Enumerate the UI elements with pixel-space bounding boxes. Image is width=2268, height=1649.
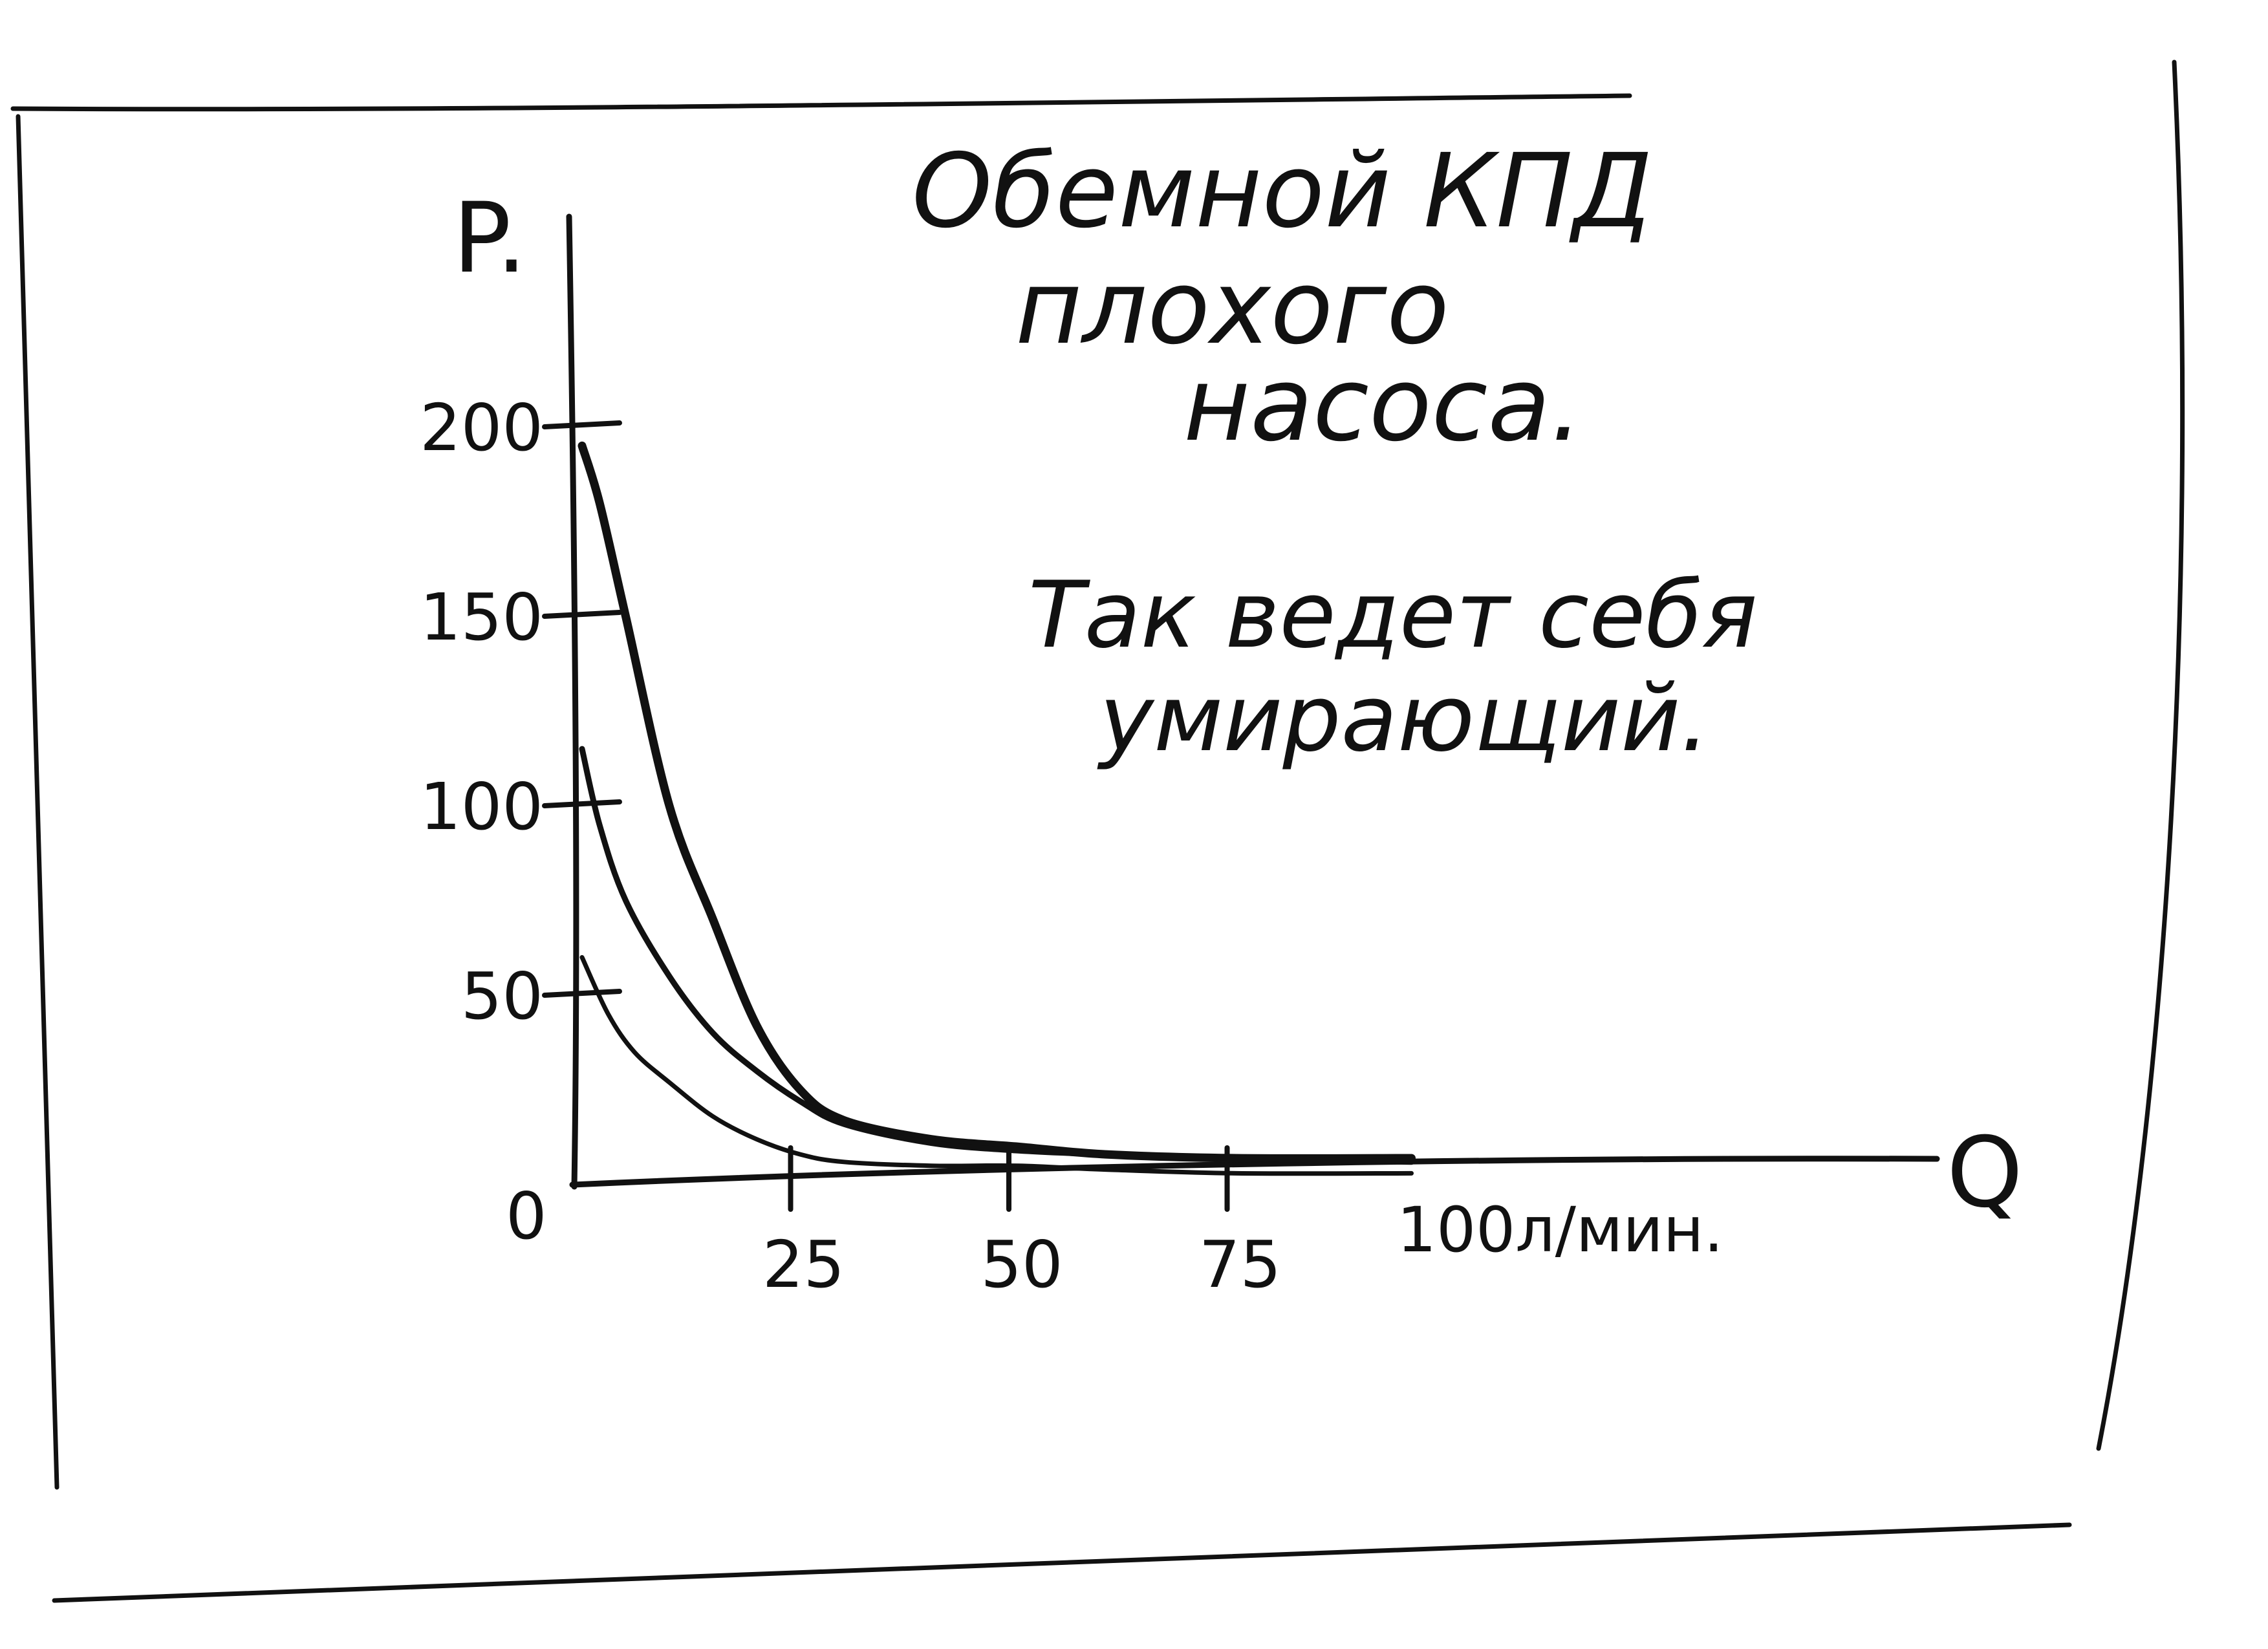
frame-right	[2096, 59, 2185, 1451]
x-tick-label-25: 25	[762, 1227, 845, 1302]
page-frame	[10, 59, 2185, 1603]
x-axis-label: Q	[1947, 1117, 2023, 1229]
annotation-line-1: Так ведет себя	[1028, 562, 1758, 669]
y-tick-label-150: 150	[420, 579, 543, 655]
origin-label: 0	[506, 1178, 547, 1254]
x-tick-label-50: 50	[980, 1227, 1063, 1302]
annotation-block: Так ведет себя умирающий.	[1028, 562, 1758, 772]
title-block: Обемной КПД плохого насоса.	[912, 132, 1653, 464]
y-tick-50	[542, 989, 622, 998]
chart-title-line-1: Обемной КПД	[912, 132, 1653, 251]
y-tick-label-50: 50	[461, 958, 543, 1034]
annotation-line-2: умирающий.	[1097, 665, 1710, 772]
chart-axes: P. Q 0 100л/мин.	[453, 182, 2023, 1266]
series-line-3	[579, 954, 1414, 1176]
y-axis-line	[566, 213, 579, 1190]
chart-title-line-3: насоса.	[1183, 345, 1583, 464]
x-tick-label-75: 75	[1199, 1227, 1281, 1302]
chart-title-line-2: плохого	[1015, 248, 1449, 367]
frame-top	[10, 93, 1632, 112]
y-axis-label: P.	[453, 182, 527, 295]
y-tick-100	[542, 799, 622, 808]
x-unit-label: 100л/мин.	[1397, 1194, 1723, 1266]
y-tick-label-100: 100	[420, 769, 543, 845]
chart-series	[578, 441, 1416, 1176]
frame-bottom	[52, 1522, 2072, 1603]
series-line-2	[579, 746, 1414, 1165]
y-tick-200	[542, 420, 622, 429]
y-tick-150	[542, 610, 622, 619]
series-line-1	[578, 441, 1416, 1163]
y-tick-label-200: 200	[420, 390, 543, 466]
frame-left	[16, 114, 59, 1490]
x-axis-line	[569, 1156, 1940, 1188]
axis-ticks: 50 100 150 200 25 50 75	[420, 390, 1281, 1302]
